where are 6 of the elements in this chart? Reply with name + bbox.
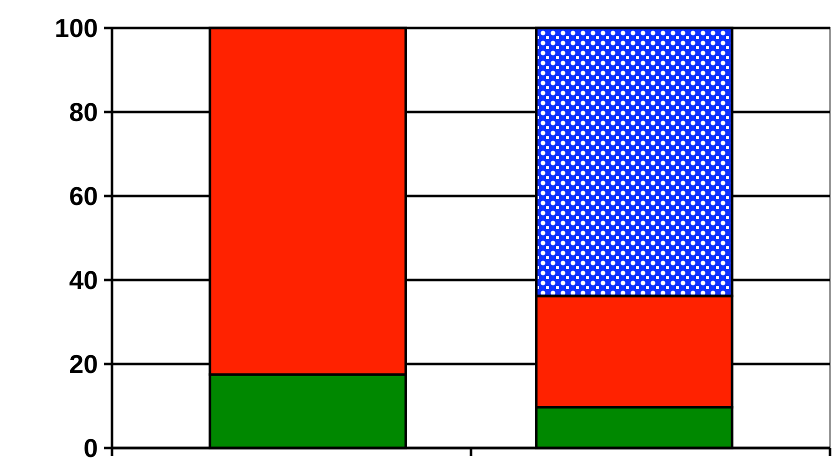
y-tick-label: 60 xyxy=(69,181,98,212)
y-tick-label: 80 xyxy=(69,97,98,128)
y-tick-label: 40 xyxy=(69,265,98,296)
y-tick-label: 0 xyxy=(84,433,98,464)
y-tick-label: 100 xyxy=(54,13,98,44)
y-tick-label: 20 xyxy=(69,349,98,380)
